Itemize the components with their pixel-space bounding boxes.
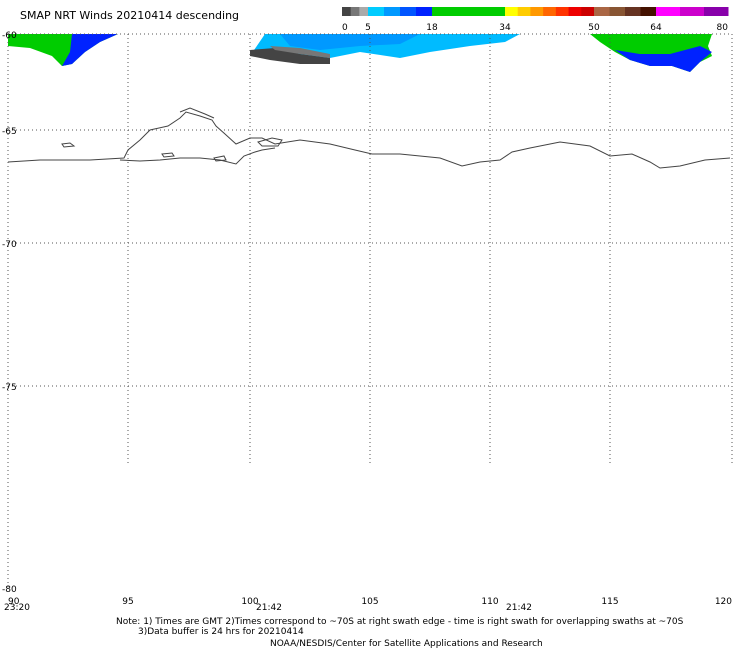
lat-label: -70 — [2, 240, 17, 250]
colorbar-swatch — [350, 7, 360, 16]
wind-swath-center — [250, 34, 520, 64]
colorbar-swatch — [568, 7, 582, 16]
lon-label: 100 — [241, 597, 258, 607]
colorbar-swatch — [555, 7, 570, 16]
colorbar-label: 64 — [650, 23, 662, 33]
swath-time-label: 21:42 — [506, 603, 532, 613]
lat-label: -80 — [2, 585, 17, 595]
note-line-1: Note: 1) Times are GMT 2)Times correspon… — [116, 617, 684, 627]
axis-labels: -60 -65 -70 -75 -80 90 95 100 105 110 115 120 23:20 2… — [2, 31, 732, 613]
colorbar-label: 0 — [342, 23, 348, 33]
colorbar-swatch — [368, 7, 385, 16]
lon-label: 95 — [122, 597, 133, 607]
lat-label: -60 — [2, 31, 17, 41]
colorbar: 0 5 18 34 50 64 80 — [342, 7, 729, 33]
colorbar-swatch — [530, 7, 544, 16]
colorbar-swatch — [517, 7, 531, 16]
colorbar-swatch — [680, 7, 705, 16]
colorbar-swatch — [416, 7, 433, 16]
colorbar-swatch — [342, 7, 352, 16]
note-line-2: 3)Data buffer is 24 hrs for 20210414 — [138, 627, 304, 637]
colorbar-label: 80 — [717, 23, 729, 33]
colorbar-swatch — [432, 7, 506, 16]
colorbar-label: 50 — [588, 23, 600, 33]
colorbar-swatch — [640, 7, 657, 16]
colorbar-swatch — [704, 7, 729, 16]
lon-label: 120 — [715, 597, 732, 607]
credit-line: NOAA/NESDIS/Center for Satellite Applica… — [270, 639, 543, 649]
colorbar-swatch — [359, 7, 369, 16]
lon-label: 110 — [481, 597, 498, 607]
colorbar-swatch — [609, 7, 626, 16]
colorbar-label: 5 — [365, 23, 371, 33]
colorbar-swatch — [625, 7, 641, 16]
colorbar-swatch — [384, 7, 401, 16]
lon-label: 90 — [8, 597, 20, 607]
lat-label: -75 — [2, 383, 17, 393]
colorbar-swatch — [656, 7, 681, 16]
wind-swath-left — [8, 34, 118, 66]
lat-lon-grid — [7, 33, 733, 588]
lon-label: 105 — [361, 597, 378, 607]
swath-time-label: 23:20 — [4, 603, 30, 613]
colorbar-swatch — [594, 7, 610, 16]
colorbar-swatch — [543, 7, 557, 16]
wind-swath-right — [590, 34, 712, 72]
colorbar-label: 34 — [499, 23, 511, 33]
colorbar-label: 18 — [426, 23, 438, 33]
colorbar-swatch — [581, 7, 595, 16]
colorbar-swatch — [400, 7, 417, 16]
colorbar-swatch — [505, 7, 519, 16]
map-title: SMAP NRT Winds 20210414 descending — [20, 9, 240, 22]
lon-label: 115 — [601, 597, 618, 607]
antarctic-coastline — [7, 107, 731, 169]
swath-time-label: 21:42 — [256, 603, 282, 613]
lat-label: -65 — [2, 127, 17, 137]
